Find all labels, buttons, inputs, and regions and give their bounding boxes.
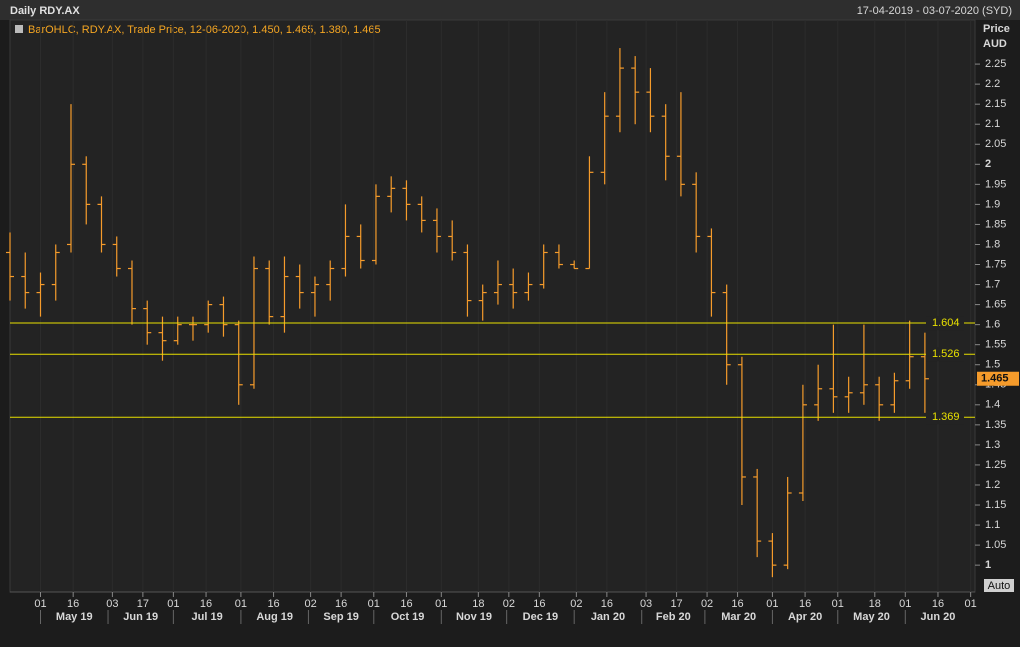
y-tick-label: 1.85 xyxy=(985,218,1006,230)
y-tick-label: 1.9 xyxy=(985,198,1000,210)
x-tick-label: 01 xyxy=(435,598,447,610)
y-tick-label: 1.5 xyxy=(985,359,1000,371)
month-label: Oct 19 xyxy=(391,611,425,623)
x-tick-label: 02 xyxy=(304,598,316,610)
chart-title: Daily RDY.AX xyxy=(10,5,80,17)
x-tick-label: 03 xyxy=(640,598,652,610)
x-tick-label: 01 xyxy=(368,598,380,610)
level-label: 1.526 xyxy=(932,348,960,360)
legend: BarOHLC, RDY.AX, Trade Price, 12-06-2020… xyxy=(28,24,381,36)
x-tick-label: 16 xyxy=(799,598,811,610)
y-tick-label: 2.2 xyxy=(985,78,1000,90)
x-tick-label: 16 xyxy=(67,598,79,610)
x-tick-label: 16 xyxy=(335,598,347,610)
month-label: Apr 20 xyxy=(788,611,822,623)
level-label-box xyxy=(926,316,964,331)
x-tick-label: 01 xyxy=(832,598,844,610)
date-range: 17-04-2019 - 03-07-2020 (SYD) xyxy=(857,5,1012,17)
auto-button[interactable] xyxy=(984,579,1014,592)
x-tick-label: 01 xyxy=(899,598,911,610)
x-tick-label: 02 xyxy=(503,598,515,610)
x-tick-label: 16 xyxy=(731,598,743,610)
y-tick-label: 1.6 xyxy=(985,319,1000,331)
level-label: 1.369 xyxy=(932,411,960,423)
x-tick-label: 02 xyxy=(570,598,582,610)
y-tick-label: 1.55 xyxy=(985,339,1006,351)
month-label: Jun 19 xyxy=(123,611,158,623)
x-tick-label: 01 xyxy=(235,598,247,610)
month-label: May 20 xyxy=(853,611,890,623)
y-tick-label: 1.4 xyxy=(985,399,1000,411)
x-tick-label: 18 xyxy=(472,598,484,610)
y-tick-label: 1.7 xyxy=(985,278,1000,290)
x-tick-label: 16 xyxy=(932,598,944,610)
header-bar xyxy=(0,0,1020,20)
y-tick-label: 1.3 xyxy=(985,439,1000,451)
y-tick-label: 1 xyxy=(985,559,991,571)
legend-icon[interactable] xyxy=(15,25,23,33)
y-tick-label: 1.75 xyxy=(985,258,1006,270)
month-label: Sep 19 xyxy=(323,611,358,623)
x-tick-label: 16 xyxy=(400,598,412,610)
month-label: May 19 xyxy=(56,611,93,623)
x-tick-label: 03 xyxy=(106,598,118,610)
x-tick-label: 16 xyxy=(533,598,545,610)
x-tick-label: 16 xyxy=(267,598,279,610)
month-label: Feb 20 xyxy=(656,611,691,623)
x-tick-label: 16 xyxy=(200,598,212,610)
x-tick-label: 17 xyxy=(670,598,682,610)
y-tick-label: 1.65 xyxy=(985,299,1006,311)
x-tick-label: 01 xyxy=(34,598,46,610)
x-tick-label: 02 xyxy=(701,598,713,610)
level-label-box xyxy=(926,347,964,362)
month-label: Jan 20 xyxy=(591,611,625,623)
y-tick-label: 1.8 xyxy=(985,238,1000,250)
y-tick-label: 1.25 xyxy=(985,459,1006,471)
last-price-label: 1.465 xyxy=(981,373,1009,385)
last-price-box xyxy=(977,371,1019,386)
month-label: Jun 20 xyxy=(921,611,956,623)
x-tick-label: 01 xyxy=(766,598,778,610)
y-tick-label: 1.05 xyxy=(985,539,1006,551)
y-tick-label: 2 xyxy=(985,158,991,170)
level-label: 1.604 xyxy=(932,317,960,329)
x-tick-label: 18 xyxy=(869,598,881,610)
x-tick-label: 01 xyxy=(965,598,977,610)
y-tick-label: 1.95 xyxy=(985,178,1006,190)
auto-button-label[interactable]: Auto xyxy=(988,580,1011,592)
plot-area xyxy=(9,19,976,593)
month-label: Dec 19 xyxy=(523,611,558,623)
y-tick-label: 2.15 xyxy=(985,98,1006,110)
y-tick-label: 1.15 xyxy=(985,499,1006,511)
y-unit: AUD xyxy=(983,38,1007,50)
y-title: Price xyxy=(983,23,1010,35)
y-tick-label: 1.35 xyxy=(985,419,1006,431)
month-label: Aug 19 xyxy=(256,611,293,623)
month-label: Jul 19 xyxy=(192,611,223,623)
y-tick-label: 2.05 xyxy=(985,138,1006,150)
x-tick-label: 01 xyxy=(167,598,179,610)
month-label: Nov 19 xyxy=(456,611,492,623)
y-tick-label: 1.1 xyxy=(985,519,1000,531)
month-label: Mar 20 xyxy=(721,611,756,623)
x-tick-label: 16 xyxy=(601,598,613,610)
level-label-box xyxy=(926,410,964,425)
y-tick-label: 2.25 xyxy=(985,58,1006,70)
y-tick-label: 2.1 xyxy=(985,118,1000,130)
y-tick-label: 1.2 xyxy=(985,479,1000,491)
x-tick-label: 17 xyxy=(137,598,149,610)
